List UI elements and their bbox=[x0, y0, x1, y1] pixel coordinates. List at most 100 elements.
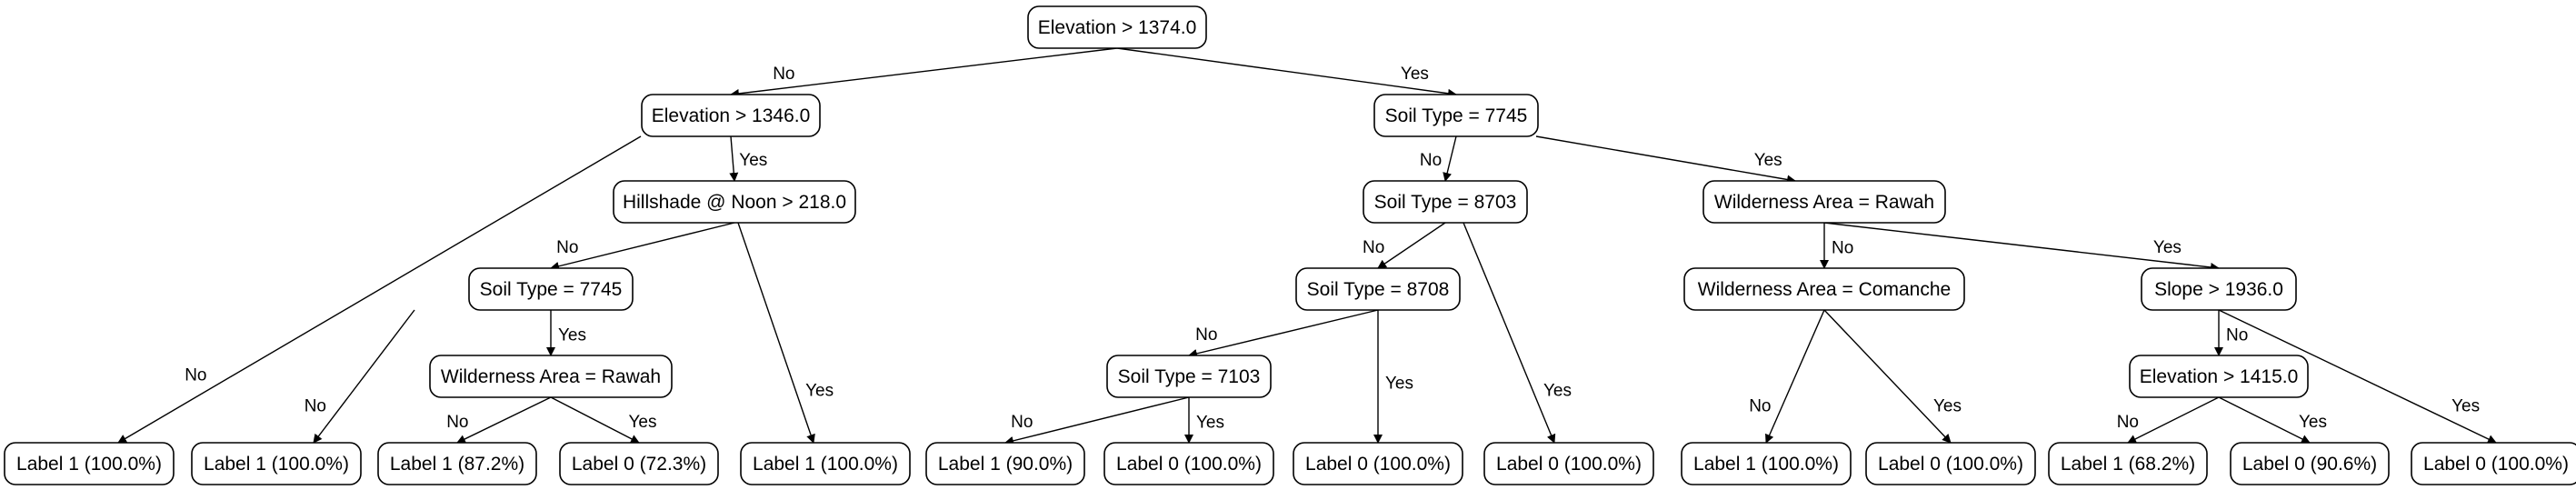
leaf-box bbox=[1483, 442, 1654, 485]
leaf-node: Label 1 (90.0%) bbox=[925, 442, 1085, 485]
edge-yes-n_elev1415-to-leaf_13 bbox=[2218, 396, 2311, 444]
leaf-box bbox=[2411, 442, 2576, 485]
decision-label: Wilderness Area = Comanche bbox=[1698, 279, 1951, 300]
edge-no-n_soil7103-to-leaf_6 bbox=[1004, 396, 1190, 445]
decision-box bbox=[1106, 355, 1272, 398]
decision-label: Soil Type = 7745 bbox=[1385, 105, 1528, 126]
edge-no-n_soil8708-to-n_soil7103 bbox=[1188, 309, 1379, 358]
decision-box bbox=[1702, 180, 1946, 224]
decision-node: Elevation > 1374.0 bbox=[1027, 5, 1207, 49]
edge-label-yes: Yes bbox=[629, 413, 657, 432]
decision-node: Wilderness Area = Rawah bbox=[1702, 180, 1946, 224]
edge-no-n_wild_rawah_b-to-leaf_3 bbox=[456, 396, 552, 444]
leaf-label: Label 1 (100.0%) bbox=[204, 454, 349, 475]
edge-label-no: No bbox=[1363, 238, 1384, 257]
edge-label-no: No bbox=[185, 365, 206, 385]
decision-node: Soil Type = 8708 bbox=[1295, 267, 1461, 311]
edge-label-yes: Yes bbox=[1196, 414, 1224, 433]
leaf-node: Label 1 (100.0%) bbox=[4, 442, 175, 485]
leaf-label: Label 0 (100.0%) bbox=[2423, 454, 2569, 475]
decision-label: Hillshade @ Noon > 218.0 bbox=[623, 192, 846, 213]
edge-label-no: No bbox=[1420, 151, 1442, 170]
leaf-box bbox=[2230, 442, 2390, 485]
decision-label: Slope > 1936.0 bbox=[2154, 279, 2283, 300]
leaf-label: Label 1 (87.2%) bbox=[390, 454, 524, 475]
edge-yes-n_slope-to-leaf_14 bbox=[2218, 309, 2497, 444]
edge-label-no: No bbox=[773, 65, 794, 84]
leaf-node: Label 1 (68.2%) bbox=[2048, 442, 2208, 485]
leaf-box bbox=[740, 442, 911, 485]
decision-label: Elevation > 1374.0 bbox=[1038, 17, 1197, 38]
decision-label: Soil Type = 7745 bbox=[480, 279, 623, 300]
decision-node: Soil Type = 7745 bbox=[468, 267, 634, 311]
decision-node: Wilderness Area = Comanche bbox=[1683, 267, 1965, 311]
edge-label-no: No bbox=[1195, 325, 1217, 345]
leaf-node: Label 0 (72.3%) bbox=[559, 442, 719, 485]
leaf-node: Label 0 (90.6%) bbox=[2230, 442, 2390, 485]
leaf-node: Label 1 (100.0%) bbox=[1681, 442, 1852, 485]
decision-node: Hillshade @ Noon > 218.0 bbox=[613, 180, 856, 224]
edge-yes-n_wild_rawah_a-to-n_slope bbox=[1823, 222, 2220, 272]
edge-label-no: No bbox=[556, 238, 578, 257]
leaf-box bbox=[925, 442, 1085, 485]
leaf-node: Label 0 (100.0%) bbox=[2411, 442, 2576, 485]
leaf-label: Label 1 (68.2%) bbox=[2061, 454, 2195, 475]
leaf-node: Label 0 (100.0%) bbox=[1483, 442, 1654, 485]
decision-label: Wilderness Area = Rawah bbox=[441, 366, 661, 387]
leaf-box bbox=[377, 442, 537, 485]
leaf-box bbox=[1681, 442, 1852, 485]
edge-label-yes: Yes bbox=[1754, 151, 1782, 170]
leaf-box bbox=[559, 442, 719, 485]
decision-label: Wilderness Area = Rawah bbox=[1714, 192, 1934, 213]
decision-node: Elevation > 1346.0 bbox=[641, 94, 821, 137]
leaf-node: Label 1 (87.2%) bbox=[377, 442, 537, 485]
leaf-label: Label 0 (90.6%) bbox=[2242, 454, 2377, 475]
decision-label: Elevation > 1415.0 bbox=[2140, 366, 2299, 387]
nodes: Elevation > 1374.0 Elevation > 1346.0 Hill… bbox=[4, 5, 2576, 485]
decision-box bbox=[1363, 180, 1528, 224]
edge-label-yes: Yes bbox=[1933, 397, 1962, 416]
decision-node: Wilderness Area = Rawah bbox=[429, 355, 673, 398]
edge-no-n_elev1346-to-leaf_1 bbox=[117, 135, 642, 444]
edge-label-no: No bbox=[1832, 239, 1853, 258]
edge-label-yes: Yes bbox=[739, 151, 767, 170]
edge-yes-n_soil7745a-to-n_wild_rawah_a bbox=[1535, 135, 1796, 185]
decision-label: Soil Type = 8703 bbox=[1374, 192, 1517, 213]
leaf-label: Label 0 (72.3%) bbox=[572, 454, 706, 475]
edges: No Yes No Yes No Yes No Yes No Yes No Yes No Yes No Yes… bbox=[117, 47, 2497, 445]
leaf-box bbox=[191, 442, 362, 485]
decision-label: Elevation > 1346.0 bbox=[652, 105, 811, 126]
leaf-node: Label 0 (100.0%) bbox=[1865, 442, 2036, 485]
leaf-box bbox=[1293, 442, 1463, 485]
edge-label-yes: Yes bbox=[1543, 381, 1572, 400]
edge-label-no: No bbox=[1749, 397, 1771, 416]
leaf-node: Label 1 (100.0%) bbox=[191, 442, 362, 485]
leaf-box bbox=[4, 442, 175, 485]
leaf-label: Label 0 (100.0%) bbox=[1305, 454, 1451, 475]
edge-label-no: No bbox=[305, 397, 326, 416]
edge-no-n_soil7745a-to-n_soil8703 bbox=[1443, 135, 1457, 182]
decision-node: Soil Type = 8703 bbox=[1363, 180, 1528, 224]
leaf-node: Label 1 (100.0%) bbox=[740, 442, 911, 485]
leaf-label: Label 0 (100.0%) bbox=[1496, 454, 1642, 475]
edge-label-yes: Yes bbox=[2451, 397, 2480, 416]
edge-no-root-to-n_elev1346 bbox=[730, 47, 1118, 98]
leaf-label: Label 1 (100.0%) bbox=[753, 454, 898, 475]
decision-box bbox=[429, 355, 673, 398]
edge-yes-n_soil8703-to-leaf_9 bbox=[1463, 222, 1556, 444]
decision-node: Elevation > 1415.0 bbox=[2129, 355, 2309, 398]
edge-label-no: No bbox=[1011, 413, 1033, 432]
leaf-label: Label 1 (100.0%) bbox=[1693, 454, 1839, 475]
edge-yes-root-to-n_soil7745a bbox=[1116, 47, 1457, 98]
edge-no-n_hill-to-n_soil7745b bbox=[550, 222, 735, 271]
edge-no-n_wild_comanche-to-leaf_10 bbox=[1765, 309, 1825, 444]
leaf-node: Label 0 (100.0%) bbox=[1103, 442, 1274, 485]
decision-box bbox=[1373, 94, 1539, 137]
leaf-node: Label 0 (100.0%) bbox=[1293, 442, 1463, 485]
decision-box bbox=[2141, 267, 2297, 311]
decision-node: Soil Type = 7745 bbox=[1373, 94, 1539, 137]
leaf-label: Label 0 (100.0%) bbox=[1116, 454, 1262, 475]
edge-no-n_soil7745b-to-leaf_2 bbox=[313, 309, 415, 444]
decision-box bbox=[1683, 267, 1965, 311]
